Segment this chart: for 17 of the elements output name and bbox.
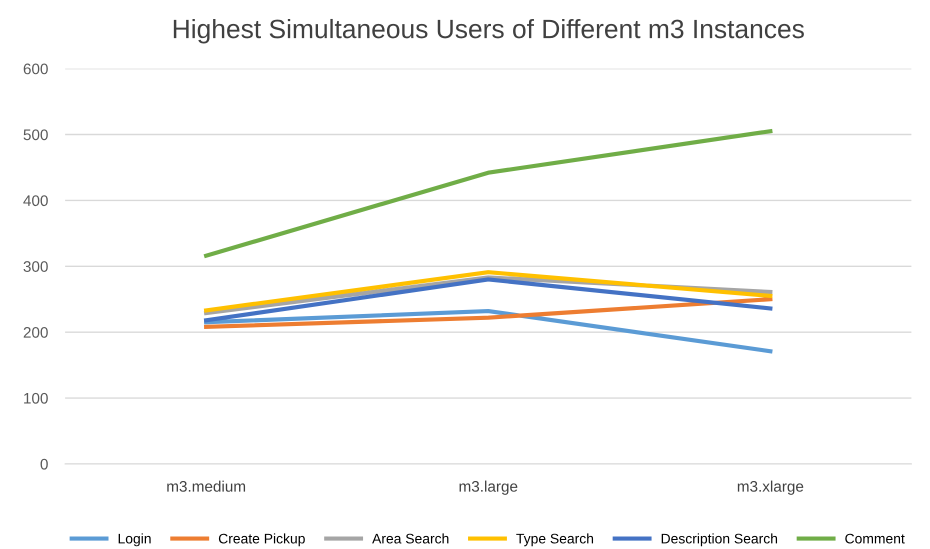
y-tick-label: 400 [23,195,48,206]
x-tick-label: m3.medium [167,480,246,492]
y-tick-label: 300 [24,261,48,272]
legend-label: Comment [845,534,905,544]
x-tick-label: m3.large [460,480,518,495]
y-tick-label: 500 [24,129,48,140]
legend-label: Create Pickup [218,533,305,546]
y-tick-label: 600 [24,63,48,74]
legend-label: Area Search [372,533,448,544]
x-tick-label: m3.xlarge [738,480,804,495]
y-tick-label: 0 [40,458,48,470]
y-tick-label: 100 [24,392,48,404]
legend-label: Login [118,533,151,546]
y-tick-label: 200 [24,327,48,338]
legend-label: Type Search [516,533,594,546]
chart-title: Highest Simultaneous Users of Different m3 Instances [174,18,804,44]
legend-label: Description Search [662,533,778,546]
